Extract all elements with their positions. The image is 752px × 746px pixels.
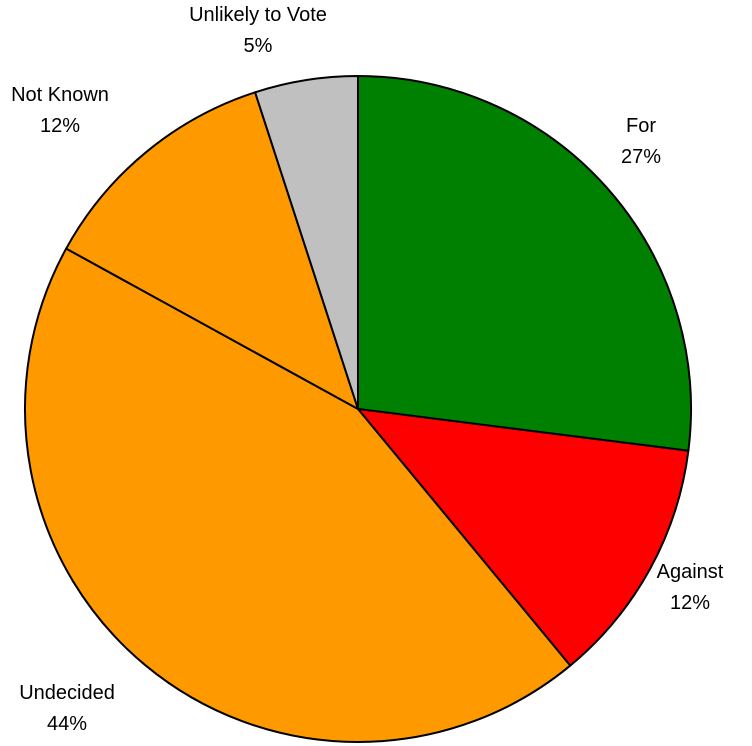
pct-label-not-known: 12%: [40, 115, 80, 137]
pie-labels: For 27% Against 12% Undecided 44% Not Known 12%…: [11, 4, 724, 735]
slice-against: [357, 408, 690, 667]
pct-label-for: 27%: [621, 146, 661, 168]
slice-unlikely-to-vote: [254, 75, 359, 410]
label-not-known: Not Known: [11, 84, 109, 106]
slice-undecided: [24, 247, 572, 743]
pct-label-undecided: 44%: [47, 713, 87, 735]
pie-slices: [24, 75, 692, 743]
label-against: Against: [657, 561, 724, 583]
label-unlikely-to-vote: Unlikely to Vote: [189, 4, 327, 26]
label-undecided: Undecided: [19, 682, 115, 704]
pct-label-against: 12%: [670, 592, 710, 614]
slice-not-known: [65, 91, 359, 410]
slice-for: [357, 75, 692, 452]
label-for: For: [626, 115, 656, 137]
pct-label-unlikely-to-vote: 5%: [244, 35, 273, 57]
